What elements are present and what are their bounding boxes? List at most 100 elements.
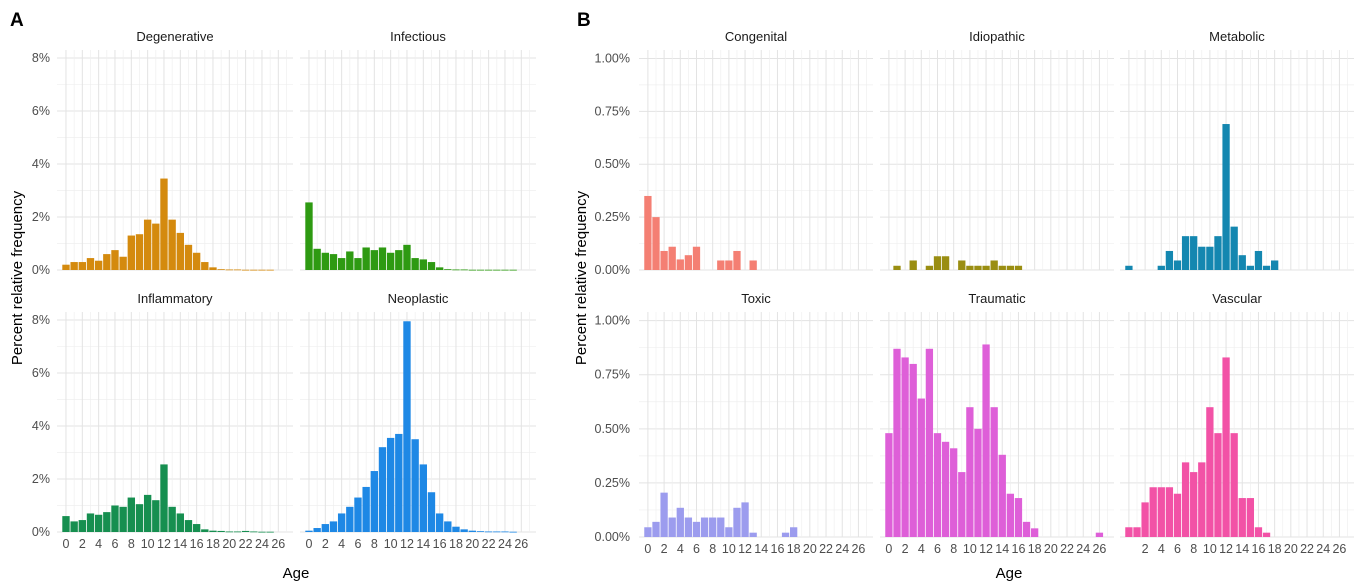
bar-neoplastic-age-23 (493, 531, 501, 533)
x-tick-label: 24 (1076, 542, 1090, 556)
bar-neoplastic-age-25 (509, 531, 517, 533)
x-tick-label: 24 (498, 537, 512, 551)
bar-inflammatory-age-19 (217, 530, 225, 532)
bar-toxic-age-10 (725, 527, 733, 537)
bar-idiopathic-age-16 (1014, 265, 1023, 270)
bar-inflammatory-age-23 (250, 531, 258, 533)
x-tick-label: 26 (514, 537, 528, 551)
bar-congenital-age-0 (644, 195, 652, 270)
bar-traumatic-age-1 (893, 348, 901, 537)
bar-toxic-age-7 (700, 517, 709, 537)
bar-inflammatory-age-6 (111, 505, 119, 532)
bar-infectious-age-6 (354, 258, 362, 270)
bar-infectious-age-9 (378, 247, 387, 270)
bar-toxic-age-3 (668, 517, 676, 537)
facet-degenerative: Degenerative 0% 2% 4% 6% 8% (32, 29, 293, 277)
bar-neoplastic-age-18 (452, 526, 460, 532)
x-tick-label: 22 (819, 542, 833, 556)
bar-metabolic-age-7 (1181, 236, 1190, 270)
bar-infectious-age-14 (419, 259, 427, 270)
bar-metabolic-age-6 (1173, 260, 1182, 270)
bar-vascular-age-14 (1238, 498, 1246, 537)
bar-degenerative-age-19 (217, 269, 225, 271)
y-tick-label: 8% (32, 313, 50, 327)
bar-congenital-age-13 (749, 260, 757, 270)
x-tick-label: 16 (1012, 542, 1026, 556)
x-tick-label: 2 (1142, 542, 1149, 556)
y-tick-label: 6% (32, 104, 50, 118)
bar-congenital-age-6 (692, 246, 701, 270)
y-tick-label: 0.00% (595, 263, 630, 277)
bar-traumatic-age-2 (901, 357, 909, 537)
y-tick-label: 1.00% (595, 314, 630, 328)
x-tick-label: 6 (1174, 542, 1181, 556)
bar-neoplastic-age-15 (427, 492, 436, 532)
bars-neoplastic (305, 321, 517, 533)
y-tick-label: 0.75% (595, 104, 630, 118)
y-tick-label: 2% (32, 210, 50, 224)
x-tick-label: 12 (400, 537, 414, 551)
bar-degenerative-age-17 (201, 262, 209, 270)
bar-inflammatory-age-1 (70, 521, 78, 532)
facet-title-metabolic: Metabolic (1209, 29, 1265, 44)
bar-neoplastic-age-21 (476, 531, 485, 533)
x-tick-label: 16 (1252, 542, 1266, 556)
x-tick-label: 18 (1268, 542, 1282, 556)
y-tick-label: 4% (32, 419, 50, 433)
facet-title-vascular: Vascular (1212, 291, 1262, 306)
bar-metabolic-age-16 (1254, 250, 1263, 270)
bar-neoplastic-age-14 (419, 464, 427, 532)
bar-traumatic-age-5 (925, 348, 934, 537)
x-tick-label: 0 (644, 542, 651, 556)
y-tick-label: 2% (32, 472, 50, 486)
bar-vascular-age-2 (1141, 502, 1149, 537)
bar-degenerative-age-4 (94, 260, 103, 270)
x-tick-label: 12 (979, 542, 993, 556)
panel-a-letter: A (10, 10, 24, 31)
x-tick-label: 24 (255, 537, 269, 551)
x-tick-label: 24 (1316, 542, 1330, 556)
bar-neoplastic-age-7 (362, 486, 370, 532)
x-tick-label: 4 (338, 537, 345, 551)
bar-degenerative-age-15 (184, 244, 193, 270)
bar-toxic-age-11 (733, 507, 741, 537)
facet-title-inflammatory: Inflammatory (137, 291, 213, 306)
x-tick-label: 22 (1060, 542, 1074, 556)
x-tick-label: 2 (322, 537, 329, 551)
x-tick-label: 20 (1044, 542, 1058, 556)
bar-metabolic-age-4 (1157, 265, 1165, 270)
bar-inflammatory-age-13 (168, 506, 176, 532)
bar-infectious-age-7 (362, 247, 370, 270)
x-tick-label: 0 (306, 537, 313, 551)
bar-congenital-age-3 (668, 246, 676, 270)
bar-vascular-age-3 (1149, 487, 1157, 537)
bars-congenital (644, 195, 757, 270)
bar-idiopathic-age-3 (909, 260, 917, 270)
x-tick-label: 20 (465, 537, 479, 551)
bar-infectious-age-25 (509, 269, 517, 271)
bar-metabolic-age-14 (1238, 255, 1246, 270)
x-tick-label: 8 (950, 542, 957, 556)
facet-title-infectious: Infectious (390, 29, 446, 44)
bar-degenerative-age-25 (266, 269, 274, 271)
bar-congenital-age-4 (676, 259, 684, 270)
bar-idiopathic-age-13 (990, 260, 998, 270)
bar-inflammatory-age-24 (258, 531, 266, 533)
bar-idiopathic-age-1 (893, 265, 901, 270)
bar-infectious-age-19 (460, 269, 468, 271)
bar-traumatic-age-26 (1095, 532, 1104, 537)
x-tick-label: 6 (693, 542, 700, 556)
bar-inflammatory-age-0 (62, 516, 70, 532)
bar-toxic-age-0 (644, 527, 652, 537)
bar-idiopathic-age-7 (941, 256, 950, 270)
facet-metabolic: Metabolic (1120, 29, 1354, 271)
bar-degenerative-age-0 (62, 264, 70, 270)
bar-traumatic-age-13 (990, 407, 998, 537)
bar-neoplastic-age-3 (329, 521, 338, 532)
bar-inflammatory-age-22 (241, 530, 250, 532)
bars-traumatic (885, 344, 1104, 537)
bar-neoplastic-age-2 (321, 524, 329, 532)
bar-toxic-age-6 (692, 521, 701, 537)
